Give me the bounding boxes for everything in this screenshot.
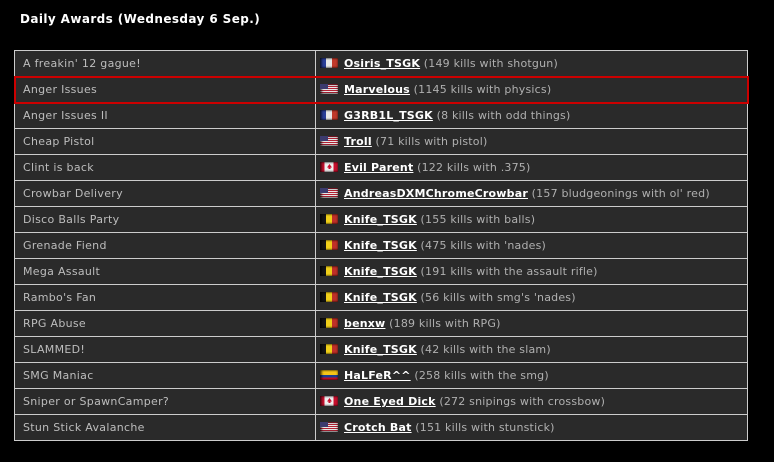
player-cell: Marvelous (1145 kills with physics) — [315, 76, 748, 103]
page-title: Daily Awards (Wednesday 6 Sep.) — [20, 12, 261, 26]
flag-usa-icon — [320, 188, 338, 198]
flag-canada-icon — [320, 396, 338, 406]
player-link[interactable]: benxw — [344, 317, 386, 330]
award-name: SLAMMED! — [14, 336, 316, 363]
flag-belgium-icon — [320, 292, 338, 302]
table-row: Mega Assault Knife_TSGK (191 kills with t… — [14, 258, 748, 285]
table-row: Sniper or SpawnCamper? One Eyed Dick (272… — [14, 388, 748, 415]
table-row: Anger Issues II G3RB1L_TSGK (8 kills with… — [14, 102, 748, 129]
award-name: Grenade Fiend — [14, 232, 316, 259]
player-cell: benxw (189 kills with RPG) — [315, 310, 748, 337]
player-cell: Knife_TSGK (475 kills with 'nades) — [315, 232, 748, 259]
player-link[interactable]: Evil Parent — [344, 161, 414, 174]
kill-stat: (157 bludgeonings with ol' red) — [527, 187, 710, 200]
player-link[interactable]: Knife_TSGK — [344, 265, 417, 278]
player-link[interactable]: Knife_TSGK — [344, 343, 417, 356]
player-link[interactable]: Knife_TSGK — [344, 291, 417, 304]
flag-belgium-icon — [320, 214, 338, 224]
kill-stat: (42 kills with the slam) — [416, 343, 551, 356]
kill-stat: (258 kills with the smg) — [410, 369, 549, 382]
table-row: Crowbar Delivery AndreasDXMChromeCrowbar … — [14, 180, 748, 207]
table-row: RPG Abuse benxw (189 kills with RPG) — [14, 310, 748, 337]
award-name: Anger Issues II — [14, 102, 316, 129]
flag-belgium-icon — [320, 240, 338, 250]
award-name: Rambo's Fan — [14, 284, 316, 311]
player-cell: AndreasDXMChromeCrowbar (157 bludgeoning… — [315, 180, 748, 207]
player-link[interactable]: G3RB1L_TSGK — [344, 109, 433, 122]
flag-france-icon — [320, 110, 338, 120]
flag-ecuador-icon — [320, 370, 338, 380]
player-cell: Knife_TSGK (155 kills with balls) — [315, 206, 748, 233]
player-cell: HaLFeR^^ (258 kills with the smg) — [315, 362, 748, 389]
award-name: Crowbar Delivery — [14, 180, 316, 207]
award-name: RPG Abuse — [14, 310, 316, 337]
award-name: Disco Balls Party — [14, 206, 316, 233]
player-link[interactable]: Troll — [344, 135, 372, 148]
flag-usa-icon — [320, 136, 338, 146]
kill-stat: (149 kills with shotgun) — [420, 57, 558, 70]
player-link[interactable]: HaLFeR^^ — [344, 369, 411, 382]
flag-usa-icon — [320, 422, 338, 432]
kill-stat: (71 kills with pistol) — [371, 135, 488, 148]
player-cell: Knife_TSGK (191 kills with the assault r… — [315, 258, 748, 285]
flag-canada-icon — [320, 162, 338, 172]
table-row: SLAMMED! Knife_TSGK (42 kills with the sl… — [14, 336, 748, 363]
award-name: Mega Assault — [14, 258, 316, 285]
table-row: SMG Maniac HaLFeR^^ (258 kills with the s… — [14, 362, 748, 389]
player-link[interactable]: Osiris_TSGK — [344, 57, 421, 70]
kill-stat: (155 kills with balls) — [416, 213, 536, 226]
table-row-highlighted: Anger Issues Marvelous (1145 kills with p… — [13, 75, 749, 104]
player-link[interactable]: Knife_TSGK — [344, 239, 417, 252]
player-cell: Osiris_TSGK (149 kills with shotgun) — [315, 50, 748, 77]
table-row: Grenade Fiend Knife_TSGK (475 kills with … — [14, 232, 748, 259]
flag-belgium-icon — [320, 318, 338, 328]
kill-stat: (151 kills with stunstick) — [411, 421, 555, 434]
player-cell: Troll (71 kills with pistol) — [315, 128, 748, 155]
player-cell: One Eyed Dick (272 snipings with crossbo… — [315, 388, 748, 415]
kill-stat: (475 kills with 'nades) — [416, 239, 547, 252]
table-row: Disco Balls Party Knife_TSGK (155 kills w… — [14, 206, 748, 233]
kill-stat: (272 snipings with crossbow) — [435, 395, 606, 408]
kill-stat: (191 kills with the assault rifle) — [416, 265, 598, 278]
award-name: A freakin' 12 gague! — [14, 50, 316, 77]
flag-usa-icon — [320, 84, 338, 94]
kill-stat: (122 kills with .375) — [413, 161, 531, 174]
table-row: Stun Stick Avalanche Crotch Bat (151 kill… — [14, 414, 748, 441]
table-row: Cheap Pistol Troll (71 kills with pistol) — [14, 128, 748, 155]
award-name: Clint is back — [14, 154, 316, 181]
player-link[interactable]: Knife_TSGK — [344, 213, 417, 226]
table-row: A freakin' 12 gague! Osiris_TSGK (149 kil… — [14, 50, 748, 77]
player-link[interactable]: Marvelous — [344, 83, 410, 96]
kill-stat: (1145 kills with physics) — [409, 83, 552, 96]
player-link[interactable]: Crotch Bat — [344, 421, 412, 434]
player-link[interactable]: AndreasDXMChromeCrowbar — [344, 187, 528, 200]
player-link[interactable]: One Eyed Dick — [344, 395, 436, 408]
award-name: SMG Maniac — [14, 362, 316, 389]
table-row: Rambo's Fan Knife_TSGK (56 kills with smg… — [14, 284, 748, 311]
flag-belgium-icon — [320, 266, 338, 276]
award-name: Cheap Pistol — [14, 128, 316, 155]
award-name: Sniper or SpawnCamper? — [14, 388, 316, 415]
flag-france-icon — [320, 58, 338, 68]
kill-stat: (8 kills with odd things) — [432, 109, 571, 122]
award-name: Anger Issues — [14, 76, 316, 103]
player-cell: Evil Parent (122 kills with .375) — [315, 154, 748, 181]
kill-stat: (189 kills with RPG) — [385, 317, 501, 330]
player-cell: G3RB1L_TSGK (8 kills with odd things) — [315, 102, 748, 129]
player-cell: Knife_TSGK (56 kills with smg's 'nades) — [315, 284, 748, 311]
table-row: Clint is back Evil Parent (122 kills with… — [14, 154, 748, 181]
daily-awards-table: A freakin' 12 gague! Osiris_TSGK (149 kil… — [13, 50, 749, 441]
award-name: Stun Stick Avalanche — [14, 414, 316, 441]
player-cell: Knife_TSGK (42 kills with the slam) — [315, 336, 748, 363]
flag-belgium-icon — [320, 344, 338, 354]
kill-stat: (56 kills with smg's 'nades) — [416, 291, 576, 304]
player-cell: Crotch Bat (151 kills with stunstick) — [315, 414, 748, 441]
